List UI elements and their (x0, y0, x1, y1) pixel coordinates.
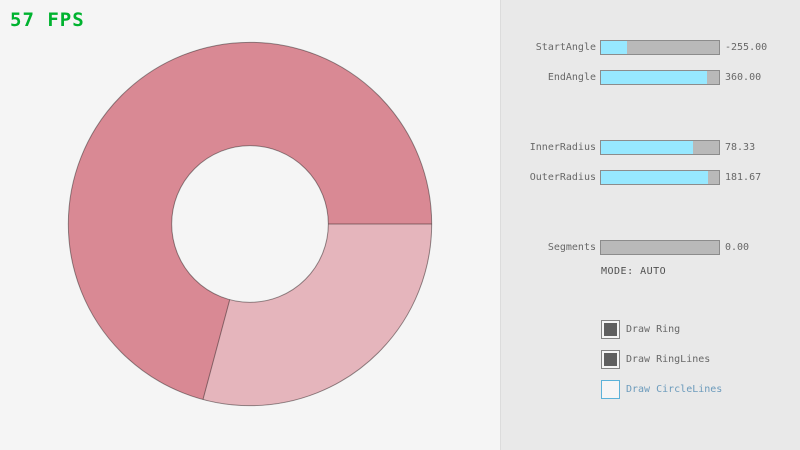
outerradius-label: OuterRadius (529, 172, 596, 183)
startangle-row: StartAngle -255.00 (501, 40, 800, 55)
ring-single-pass-sector (202, 224, 432, 406)
innerradius-value: 78.33 (725, 142, 756, 153)
endangle-slider[interactable] (600, 70, 720, 85)
outerradius-value: 181.67 (725, 172, 762, 183)
outerradius-slider[interactable] (600, 170, 720, 185)
endangle-value: 360.00 (725, 72, 762, 83)
segments-label: Segments (547, 242, 596, 253)
draw-ring-checkmark (604, 323, 617, 336)
startangle-label: StartAngle (535, 42, 596, 53)
innerradius-slider-fill (601, 141, 694, 154)
ring-outer-line (67, 41, 433, 407)
draw-circlelines-row: Draw CircleLines (601, 380, 722, 399)
segments-slider[interactable] (600, 240, 720, 255)
startangle-value: -255.00 (725, 42, 768, 53)
segments-mode-text: MODE: AUTO (601, 266, 667, 277)
draw-ring-label: Draw Ring (626, 324, 681, 335)
draw-ring-checkbox[interactable] (601, 320, 620, 339)
startangle-slider[interactable] (600, 40, 720, 55)
controls-panel: StartAngle -255.00 EndAngle 360.00 Inner… (500, 0, 800, 450)
segments-row: Segments 0.00 (501, 240, 800, 255)
endangle-label: EndAngle (547, 72, 596, 83)
outerradius-slider-fill (601, 171, 709, 184)
draw-ringlines-row: Draw RingLines (601, 350, 710, 369)
ring-inner-line (171, 145, 329, 303)
draw-ringlines-label: Draw RingLines (626, 354, 711, 365)
draw-ring-row: Draw Ring (601, 320, 680, 339)
fps-counter: 57 FPS (10, 9, 85, 31)
draw-ringlines-checkbox[interactable] (601, 350, 620, 369)
ring-hole (171, 145, 329, 303)
draw-ringlines-checkmark (604, 353, 617, 366)
ring-start-angle-line (202, 299, 231, 400)
segments-value: 0.00 (725, 242, 750, 253)
endangle-row: EndAngle 360.00 (501, 70, 800, 85)
outerradius-row: OuterRadius 181.67 (501, 170, 800, 185)
innerradius-slider[interactable] (600, 140, 720, 155)
innerradius-label: InnerRadius (529, 142, 596, 153)
innerradius-row: InnerRadius 78.33 (501, 140, 800, 155)
draw-circlelines-label: Draw CircleLines (626, 384, 723, 395)
startangle-slider-fill (601, 41, 627, 54)
endangle-slider-fill (601, 71, 708, 84)
draw-circlelines-checkbox[interactable] (601, 380, 620, 399)
